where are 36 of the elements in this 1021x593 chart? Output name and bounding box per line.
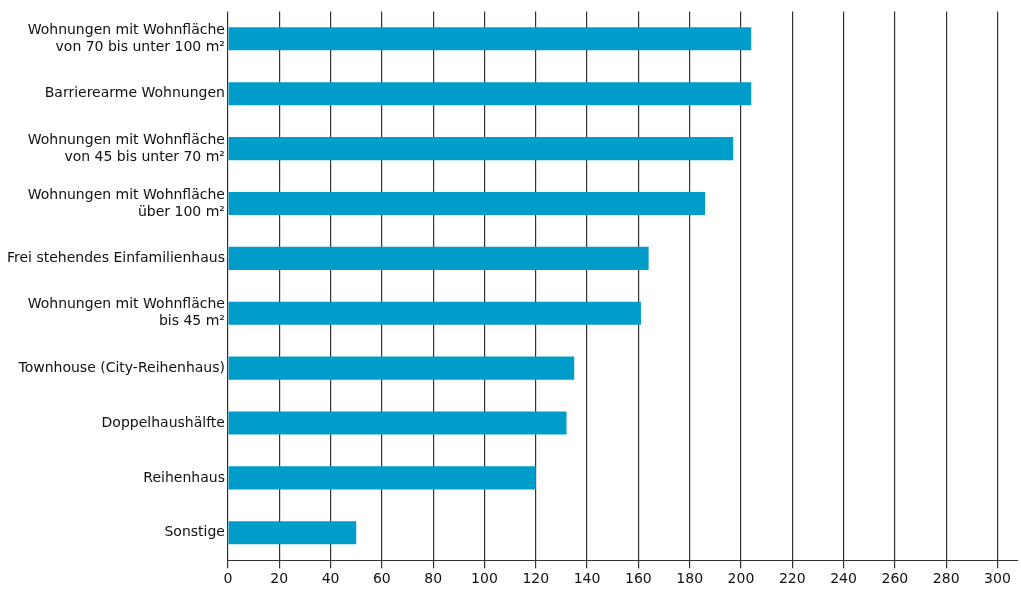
x-tick-label: 240 [830, 570, 857, 587]
y-tick-label: Wohnungen mit Wohnfläche von 45 bis unter 70 m² [27, 130, 225, 164]
y-tick-label: Wohnungen mit Wohnfläche bis 45 m² [27, 295, 225, 329]
bar [228, 301, 641, 325]
bar [228, 356, 575, 380]
bar [228, 411, 567, 435]
bar [228, 191, 706, 216]
bar [228, 246, 649, 270]
x-tick-label: 40 [321, 570, 340, 587]
x-tick-label: 280 [932, 570, 960, 587]
x-tick-label: 20 [270, 570, 289, 587]
y-tick-label: Reihenhaus [143, 468, 225, 485]
bar [228, 521, 357, 545]
x-tick-label: 160 [625, 570, 652, 587]
y-tick-label: Sonstige [164, 523, 225, 540]
bar [228, 137, 734, 161]
x-tick-label: 0 [223, 570, 233, 587]
bar [228, 27, 752, 51]
y-tick-label: Wohnungen mit Wohnfläche von 70 bis unter 100 m² [27, 21, 225, 54]
y-tick-label: Townhouse (City-Reihenhaus) [17, 358, 225, 375]
bar [228, 82, 752, 106]
y-tick-label: Barrierearme Wohnungen [44, 84, 225, 101]
x-tick-label: 220 [778, 570, 806, 587]
x-tick-label: 180 [676, 570, 704, 587]
x-tick-label: 80 [424, 570, 443, 587]
y-tick-label: Frei stehendes Einfamilienhaus [7, 249, 225, 265]
y-tick-label: Doppelhaushälfte [101, 413, 225, 430]
x-tick-label: 60 [372, 570, 391, 587]
bar [228, 466, 536, 490]
x-tick-label: 200 [727, 570, 755, 587]
x-tick-label: 100 [471, 570, 498, 587]
x-tick-label: 300 [984, 570, 1011, 587]
x-tick-label: 140 [573, 570, 601, 587]
y-tick-label: Wohnungen mit Wohnfläche über 100 m² [27, 185, 225, 219]
x-tick-label: 260 [881, 570, 909, 587]
x-tick-label: 120 [522, 570, 550, 587]
